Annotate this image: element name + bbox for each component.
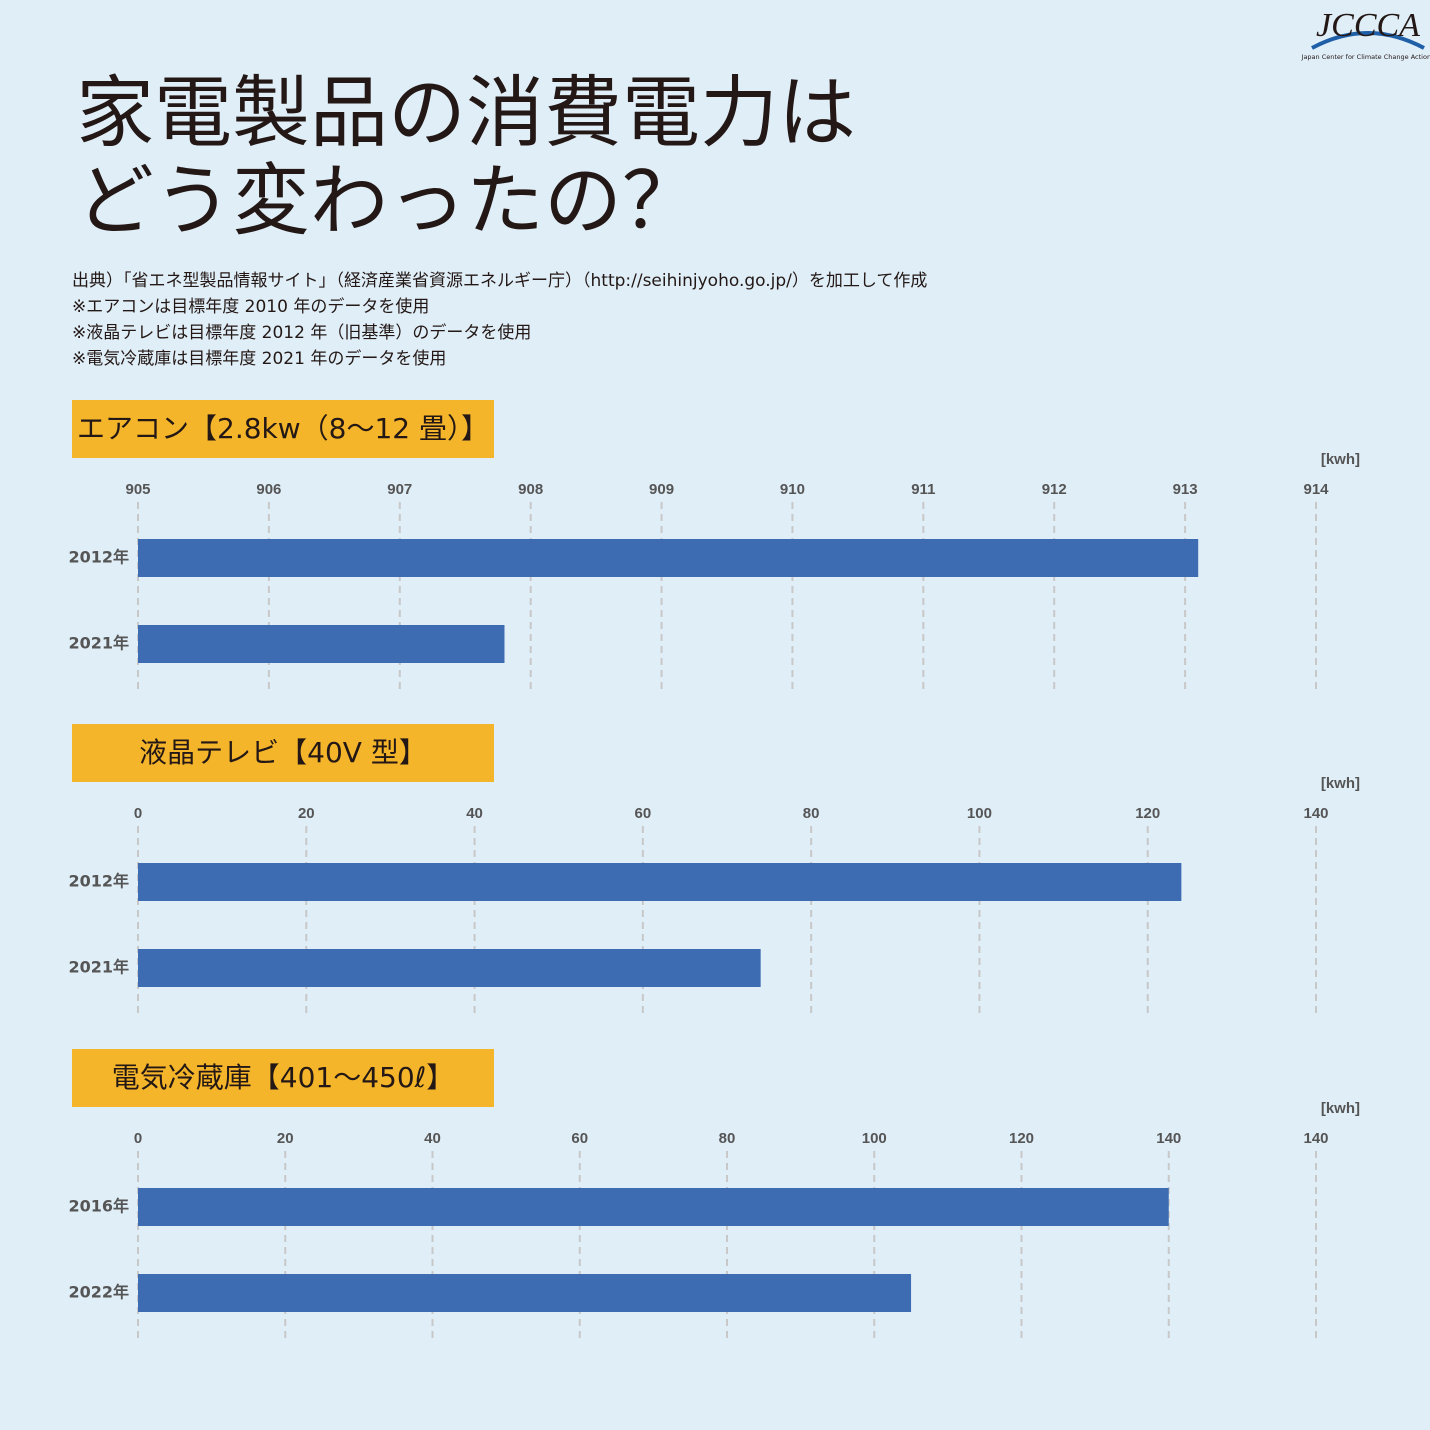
section-header: [72, 724, 494, 782]
section-header: [72, 1049, 494, 1107]
x-tick-label: 911: [911, 481, 935, 498]
category-label: 2012年: [68, 872, 129, 891]
x-tick-label: 60: [571, 1130, 588, 1147]
x-tick-label: 20: [298, 805, 315, 822]
x-tick-label: 910: [780, 481, 805, 498]
logo-arc: [1311, 31, 1425, 50]
title-line: どう変わったの？: [76, 156, 700, 246]
note: 出典）「省エネ型製品情報サイト」（経済産業省資源エネルギー庁）（http://s…: [72, 271, 927, 291]
x-tick-label: 100: [967, 805, 992, 822]
x-tick-label: 20: [277, 1130, 294, 1147]
category-label: 2021年: [68, 958, 129, 977]
unit-label: [kwh]: [1321, 451, 1360, 468]
x-tick-label: 140: [1156, 1130, 1181, 1147]
x-tick-label: 60: [635, 805, 652, 822]
x-tick-label: 140: [1303, 1130, 1328, 1147]
x-tick-label: 913: [1173, 481, 1198, 498]
section-title: エアコン【2.8kw（8〜12 畳）】: [77, 412, 489, 445]
bar: [138, 625, 505, 663]
bar: [138, 863, 1182, 901]
title-line: 家電製品の消費電力は: [76, 68, 856, 158]
logo-name: Japan Center for Climate Change Actions: [1301, 53, 1430, 61]
x-tick-label: 40: [424, 1130, 441, 1147]
section-title: 液晶テレビ【40V 型】: [139, 736, 427, 769]
note: ※液晶テレビは目標年度 2012 年（旧基準）のデータを使用: [72, 322, 531, 343]
note: ※エアコンは目標年度 2010 年のデータを使用: [72, 296, 429, 317]
x-tick-label: 909: [649, 481, 674, 498]
x-tick-label: 906: [256, 481, 281, 498]
x-tick-label: 907: [387, 481, 412, 498]
x-tick-label: 140: [1303, 805, 1328, 822]
x-tick-label: 80: [803, 805, 820, 822]
section-title: 電気冷蔵庫【401〜450ℓ】: [112, 1061, 454, 1094]
x-tick-label: 0: [134, 805, 142, 822]
x-tick-label: 908: [518, 481, 543, 498]
note: ※電気冷蔵庫は目標年度 2021 年のデータを使用: [72, 348, 446, 369]
bar: [138, 1188, 1169, 1226]
x-tick-label: 905: [125, 481, 150, 498]
x-tick-label: 120: [1009, 1130, 1034, 1147]
x-tick-label: 914: [1303, 481, 1329, 498]
category-label: 2021年: [68, 634, 129, 653]
section-header: [72, 400, 494, 458]
logo-mark: JCCCA: [1316, 7, 1420, 44]
unit-label: [kwh]: [1321, 775, 1360, 792]
bar: [138, 949, 761, 987]
bar: [138, 1274, 912, 1312]
x-tick-label: 100: [862, 1130, 887, 1147]
unit-label: [kwh]: [1321, 1100, 1360, 1117]
category-label: 2012年: [68, 548, 129, 567]
x-tick-label: 80: [719, 1130, 736, 1147]
x-tick-label: 120: [1135, 805, 1160, 822]
category-label: 2016年: [68, 1197, 129, 1216]
x-tick-label: 40: [466, 805, 483, 822]
category-label: 2022年: [68, 1283, 129, 1302]
x-tick-label: 0: [134, 1130, 142, 1147]
bar: [138, 539, 1199, 577]
x-tick-label: 912: [1042, 481, 1067, 498]
